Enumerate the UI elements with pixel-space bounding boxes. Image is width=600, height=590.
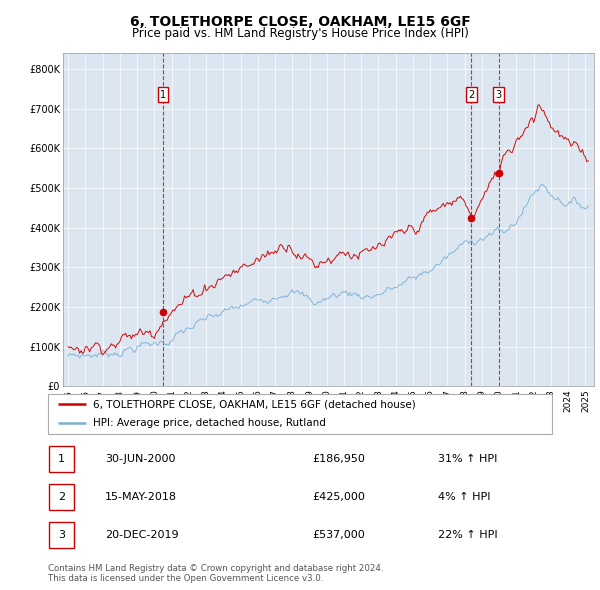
Text: £537,000: £537,000 (312, 530, 365, 540)
Text: 2: 2 (58, 492, 65, 502)
Text: Contains HM Land Registry data © Crown copyright and database right 2024.
This d: Contains HM Land Registry data © Crown c… (48, 563, 383, 583)
FancyBboxPatch shape (49, 484, 74, 510)
Text: 3: 3 (58, 530, 65, 540)
Text: 2: 2 (468, 90, 474, 100)
Text: 1: 1 (160, 90, 166, 100)
Text: £186,950: £186,950 (312, 454, 365, 464)
Text: Price paid vs. HM Land Registry's House Price Index (HPI): Price paid vs. HM Land Registry's House … (131, 27, 469, 40)
FancyBboxPatch shape (49, 523, 74, 549)
Text: 4% ↑ HPI: 4% ↑ HPI (438, 492, 491, 502)
Text: 6, TOLETHORPE CLOSE, OAKHAM, LE15 6GF: 6, TOLETHORPE CLOSE, OAKHAM, LE15 6GF (130, 15, 470, 29)
Text: 20-DEC-2019: 20-DEC-2019 (105, 530, 179, 540)
Text: 30-JUN-2000: 30-JUN-2000 (105, 454, 176, 464)
Text: 3: 3 (496, 90, 502, 100)
Text: 6, TOLETHORPE CLOSE, OAKHAM, LE15 6GF (detached house): 6, TOLETHORPE CLOSE, OAKHAM, LE15 6GF (d… (94, 399, 416, 409)
Text: £425,000: £425,000 (312, 492, 365, 502)
Text: 31% ↑ HPI: 31% ↑ HPI (438, 454, 497, 464)
Text: 15-MAY-2018: 15-MAY-2018 (105, 492, 177, 502)
Text: 1: 1 (58, 454, 65, 464)
FancyBboxPatch shape (49, 446, 74, 472)
Text: HPI: Average price, detached house, Rutland: HPI: Average price, detached house, Rutl… (94, 418, 326, 428)
FancyBboxPatch shape (48, 394, 552, 434)
Text: 22% ↑ HPI: 22% ↑ HPI (438, 530, 497, 540)
